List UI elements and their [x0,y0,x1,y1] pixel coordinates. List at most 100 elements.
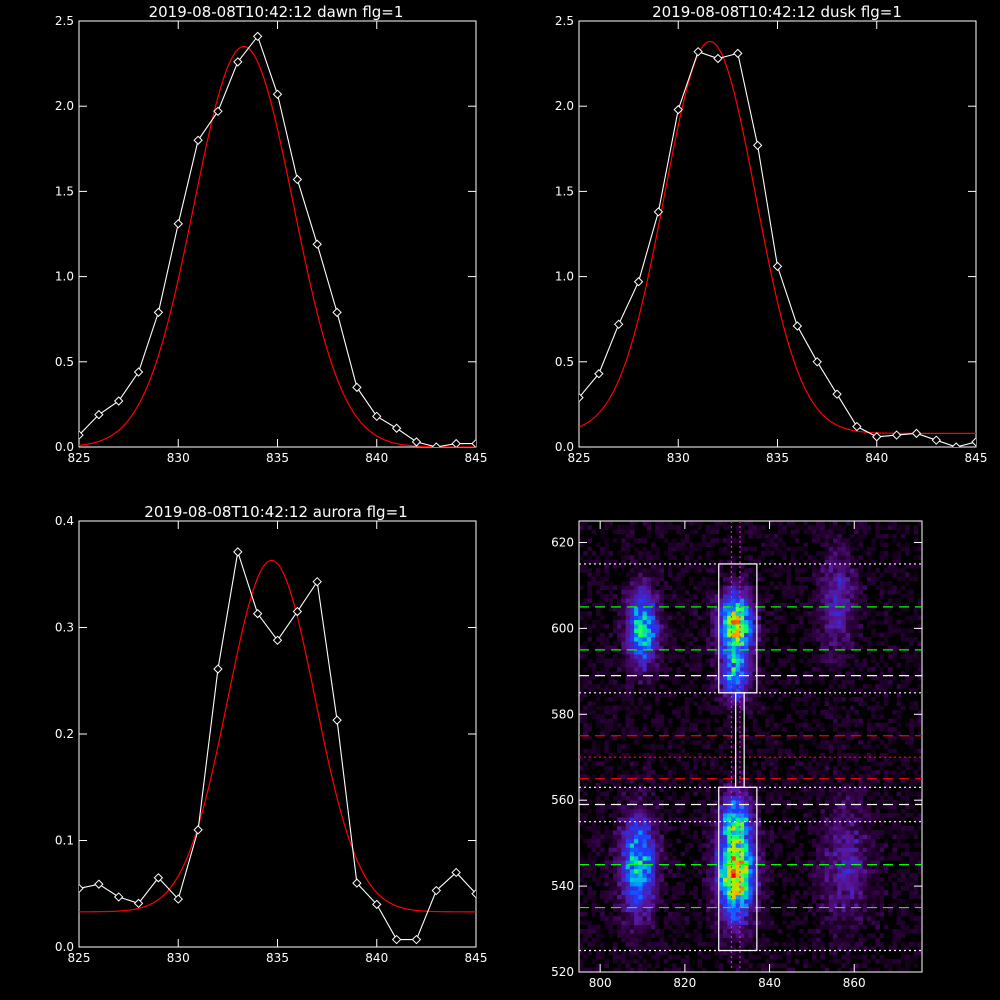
heatmap-cell [722,911,728,917]
heatmap-cell [811,692,817,698]
heatmap-cell [837,890,842,895]
heatmap-cell [680,632,686,638]
heatmap-cell [604,641,609,646]
heatmap-cell [638,808,643,814]
heatmap-cell [714,817,720,822]
heatmap-cell [629,933,635,938]
heatmap-cell [659,714,664,719]
heatmap-cell [790,628,796,633]
heatmap-cell [858,555,864,560]
heatmap-cell [807,963,813,969]
heatmap-cell [689,933,694,938]
dawn-data-point [411,437,422,447]
heatmap-cell [646,929,652,934]
heatmap-cell [778,615,783,621]
heatmap-cell [676,572,681,578]
heatmap-cell [748,886,753,891]
heatmap-cell [778,521,783,526]
heatmap-cell [807,688,813,694]
heatmap-cell [820,834,825,840]
heatmap-cell [786,585,792,591]
heatmap-cell [672,954,677,960]
heatmap-cell [659,886,664,891]
heatmap-cell [667,864,673,870]
heatmap-cell [735,538,741,543]
heatmap-cell [617,619,622,625]
heatmap-cell [866,911,872,917]
heatmap-cell [676,731,681,737]
heatmap-cell [841,778,847,784]
heatmap-cell [744,787,749,792]
heatmap-cell [841,551,847,556]
heatmap-cell [756,684,762,689]
heatmap-cell [862,817,868,822]
heatmap-cell [629,761,635,767]
heatmap-cell [837,761,842,767]
heatmap-cell [845,654,851,659]
heatmap-cell [782,907,787,913]
heatmap-cell [667,525,673,530]
heatmap-cell [820,886,825,891]
heatmap-cell [583,864,588,870]
heatmap-cell [672,679,677,685]
heatmap-cell [642,641,648,646]
heatmap-cell [689,563,694,569]
heatmap-cell [629,576,635,582]
heatmap-cell [710,761,715,767]
heatmap-cell [634,628,639,633]
heatmap-cell [735,795,741,801]
heatmap-cell [773,761,779,767]
heatmap-cell [718,847,724,853]
heatmap-cell [701,735,707,741]
heatmap-cell [663,594,669,599]
heatmap-cell [727,602,732,608]
heatmap-cell [744,813,749,818]
heatmap-cell [718,551,724,556]
heatmap-cell [579,521,584,526]
heatmap-cell [642,632,648,638]
heatmap-cell [667,744,673,749]
heatmap-cell [828,873,834,878]
heatmap-cell [680,718,686,724]
heatmap-cell [820,585,825,591]
heatmap-cell [659,654,664,659]
heatmap-cell [621,821,626,827]
heatmap-cell [866,851,872,857]
heatmap-cell [773,770,779,775]
heatmap-cell [739,860,745,865]
heatmap-cell [761,834,766,840]
dusk-data-point [693,46,703,57]
heatmap-cell [638,830,643,835]
heatmap-cell [638,619,643,625]
heatmap-cell [689,662,694,668]
heatmap-cell [727,632,732,638]
heatmap-cell [706,619,711,625]
dawn-data-point [193,135,203,145]
heatmap-cell [731,632,736,638]
heatmap-cell [858,791,864,797]
heatmap-cell [625,808,631,814]
heatmap-cell [718,572,724,578]
heatmap-cell [625,881,631,887]
heatmap-cell [718,752,724,758]
heatmap-cell [756,658,762,664]
heatmap-cell [629,602,635,608]
heatmap-cell [676,752,681,758]
heatmap-cell [680,890,686,895]
heatmap-cell [778,671,783,676]
heatmap-cell [727,718,732,724]
heatmap-cell [858,731,864,737]
heatmap-cell [769,714,775,719]
heatmap-cell [680,538,686,543]
heatmap-cell [650,907,656,913]
heatmap-cell [850,572,855,578]
heatmap-cell [612,684,618,689]
heatmap-cell [820,825,825,831]
heatmap-cell [811,675,817,681]
heatmap-cell [837,628,842,633]
heatmap-cell [591,667,597,672]
heatmap-cell [612,941,618,947]
heatmap-cell [583,774,588,780]
heatmap-cell [816,606,821,612]
heatmap-cell [769,868,775,874]
